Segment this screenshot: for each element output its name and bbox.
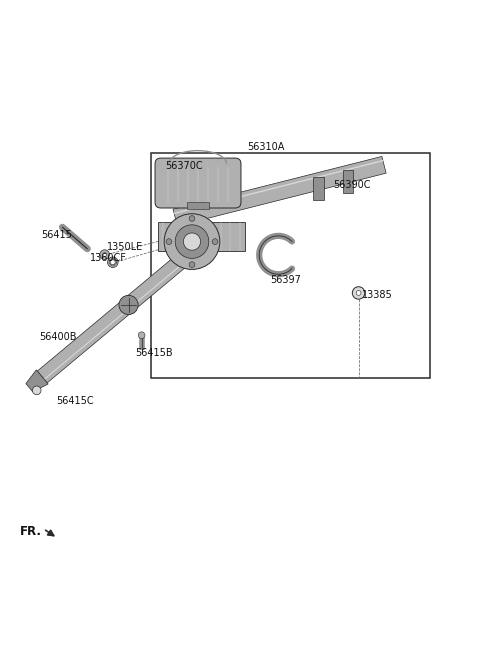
Circle shape — [110, 260, 115, 264]
Text: 56397: 56397 — [270, 275, 300, 285]
Text: 56415C: 56415C — [57, 396, 94, 406]
Circle shape — [183, 233, 201, 250]
Circle shape — [108, 257, 118, 268]
FancyBboxPatch shape — [155, 158, 241, 208]
Text: 1350LE: 1350LE — [107, 242, 143, 253]
Polygon shape — [26, 370, 48, 392]
Circle shape — [166, 239, 172, 245]
Circle shape — [119, 295, 138, 314]
Circle shape — [175, 225, 209, 258]
Text: 13385: 13385 — [362, 291, 393, 300]
Polygon shape — [187, 202, 209, 209]
Text: 56310A: 56310A — [247, 142, 285, 152]
Circle shape — [352, 287, 365, 299]
Circle shape — [189, 262, 195, 268]
Circle shape — [138, 332, 145, 338]
Text: 56415B: 56415B — [135, 348, 173, 358]
Bar — [313, 177, 324, 200]
Circle shape — [100, 250, 109, 259]
Polygon shape — [158, 222, 245, 251]
Circle shape — [356, 291, 361, 295]
Bar — [343, 169, 353, 193]
Circle shape — [103, 253, 107, 256]
Text: FR.: FR. — [20, 525, 42, 537]
Text: 56415: 56415 — [41, 230, 72, 240]
Text: 56370C: 56370C — [166, 161, 203, 171]
Circle shape — [212, 239, 218, 245]
Polygon shape — [173, 156, 386, 226]
Text: 56390C: 56390C — [334, 180, 371, 190]
Polygon shape — [37, 255, 186, 383]
Circle shape — [164, 214, 220, 270]
Circle shape — [33, 386, 41, 395]
Bar — [151, 153, 430, 379]
Text: 56400B: 56400B — [39, 332, 77, 342]
Circle shape — [189, 216, 195, 222]
Text: 1360CF: 1360CF — [90, 253, 127, 264]
